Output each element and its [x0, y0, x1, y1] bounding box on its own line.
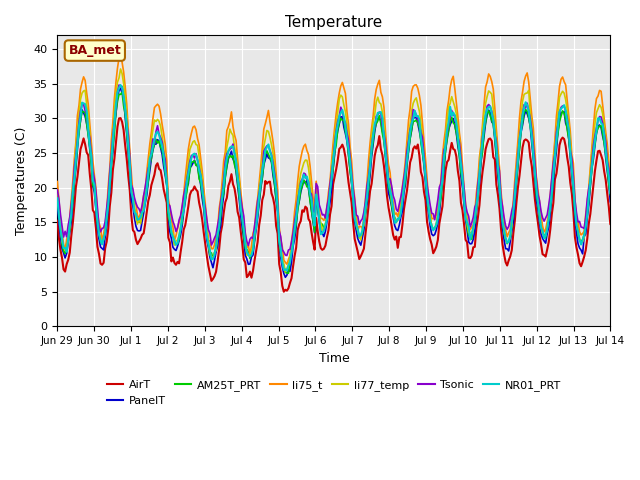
- Legend: AirT, PanelT, AM25T_PRT, li75_t, li77_temp, Tsonic, NR01_PRT: AirT, PanelT, AM25T_PRT, li75_t, li77_te…: [102, 375, 566, 410]
- Y-axis label: Temperatures (C): Temperatures (C): [15, 127, 28, 235]
- Title: Temperature: Temperature: [285, 15, 383, 30]
- Text: BA_met: BA_met: [68, 44, 121, 57]
- X-axis label: Time: Time: [319, 352, 349, 365]
